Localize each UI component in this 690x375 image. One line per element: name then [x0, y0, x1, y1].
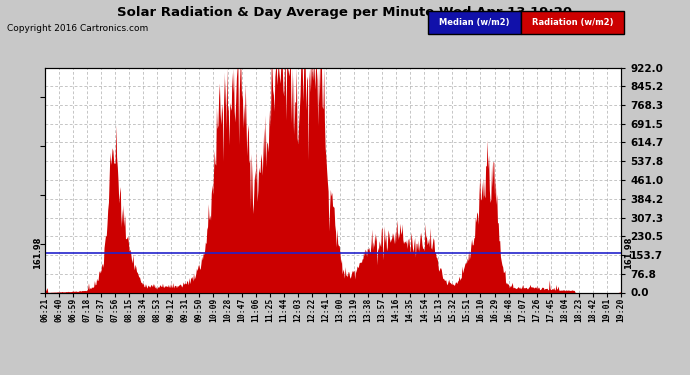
Text: 161.98: 161.98	[624, 237, 633, 269]
Text: Radiation (w/m2): Radiation (w/m2)	[532, 18, 613, 27]
Text: Median (w/m2): Median (w/m2)	[439, 18, 510, 27]
Text: Solar Radiation & Day Average per Minute Wed Apr 13 19:20: Solar Radiation & Day Average per Minute…	[117, 6, 573, 19]
Text: Copyright 2016 Cartronics.com: Copyright 2016 Cartronics.com	[7, 24, 148, 33]
Text: 161.98: 161.98	[33, 237, 42, 269]
